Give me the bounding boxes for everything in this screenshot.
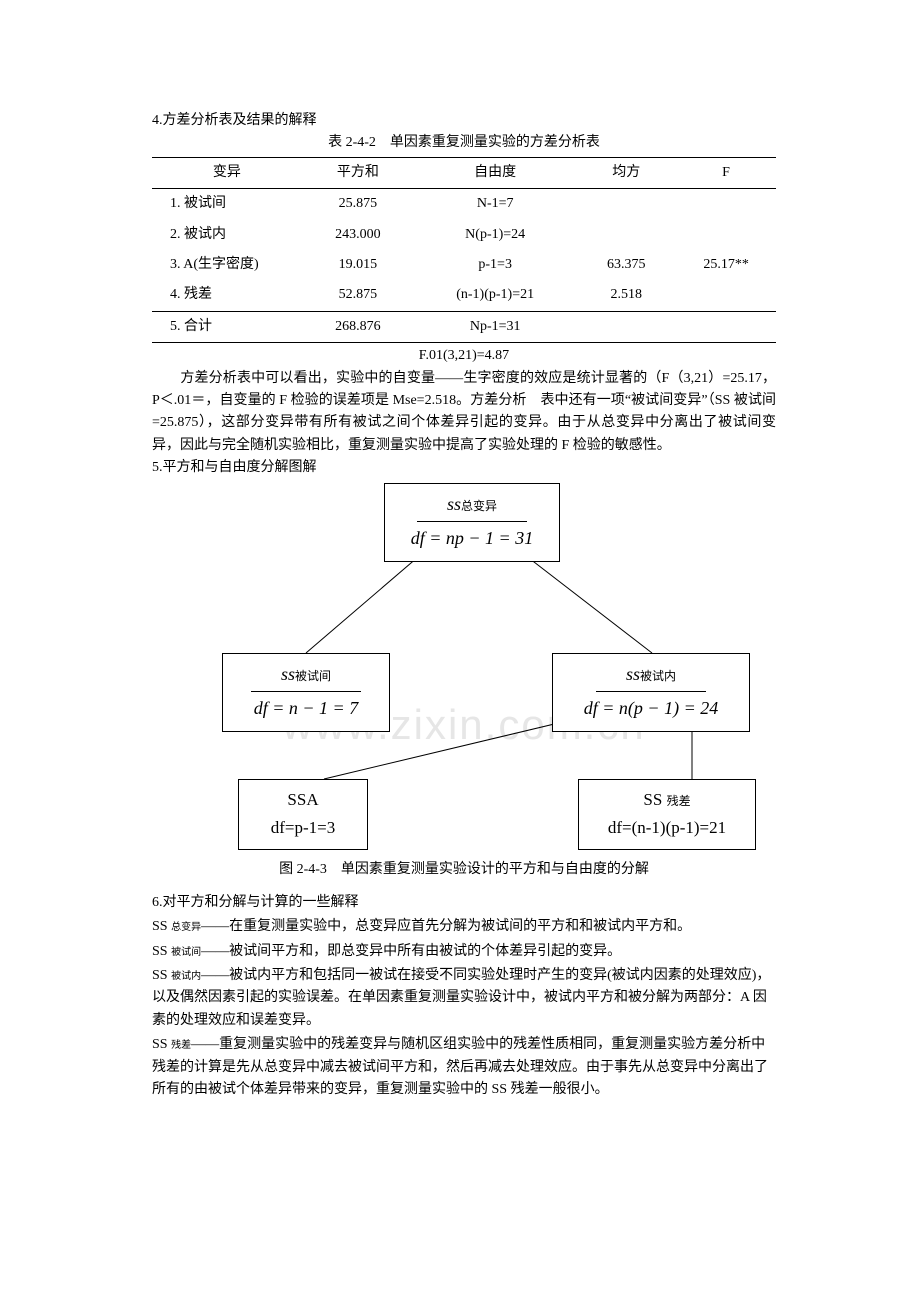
- table-cell: 3. A(生字密度): [152, 250, 302, 280]
- table-cell: [676, 220, 776, 250]
- node-between-subjects: ss被试间 df = n − 1 = 7: [222, 653, 390, 732]
- table-row: 3. A(生字密度)19.015p-1=363.37525.17**: [152, 250, 776, 280]
- analysis-paragraph: 方差分析表中可以看出，实验中的自变量——生字密度的效应是统计显著的（F（3,21…: [152, 368, 776, 458]
- node-within-subjects: ss被试内 df = n(p − 1) = 24: [552, 653, 750, 732]
- table-cell: [576, 220, 676, 250]
- table-cell: 1. 被试间: [152, 189, 302, 220]
- table-cell: N-1=7: [414, 189, 576, 220]
- table-cell: 63.375: [576, 250, 676, 280]
- col-header: 变异: [152, 157, 302, 188]
- table-row: 5. 合计268.876Np-1=31: [152, 311, 776, 342]
- table-cell: p-1=3: [414, 250, 576, 280]
- table-cell: 19.015: [302, 250, 414, 280]
- col-header: 平方和: [302, 157, 414, 188]
- node-residual: SS 残差 df=(n-1)(p-1)=21: [578, 779, 756, 849]
- table-row: 4. 残差52.875(n-1)(p-1)=212.518: [152, 280, 776, 311]
- definition-item: SS 残差——重复测量实验中的残差变异与随机区组实验中的残差性质相同，重复测量实…: [152, 1034, 776, 1101]
- table-cell: (n-1)(p-1)=21: [414, 280, 576, 311]
- table-cell: 52.875: [302, 280, 414, 311]
- table-cell: [676, 280, 776, 311]
- table-cell: 25.17**: [676, 250, 776, 280]
- node-ssa: SSA df=p-1=3: [238, 779, 368, 849]
- table-cell: [676, 311, 776, 342]
- table-row: 2. 被试内243.000N(p-1)=24: [152, 220, 776, 250]
- definition-item: SS 总变异——在重复测量实验中，总变异应首先分解为被试间的平方和和被试内平方和…: [152, 916, 776, 938]
- section-6-title: 6.对平方和分解与计算的一些解释: [152, 892, 776, 914]
- table-cell: 268.876: [302, 311, 414, 342]
- table-cell: N(p-1)=24: [414, 220, 576, 250]
- f-critical-value: F.01(3,21)=4.87: [152, 345, 776, 367]
- table-cell: 5. 合计: [152, 311, 302, 342]
- table-cell: 4. 残差: [152, 280, 302, 311]
- table-cell: Np-1=31: [414, 311, 576, 342]
- anova-table: 变异 平方和 自由度 均方 F 1. 被试间25.875N-1=72. 被试内2…: [152, 157, 776, 343]
- section-5-title: 5.平方和与自由度分解图解: [152, 457, 776, 479]
- col-header: F: [676, 157, 776, 188]
- table-cell: 25.875: [302, 189, 414, 220]
- table-cell: 2. 被试内: [152, 220, 302, 250]
- table-cell: [576, 189, 676, 220]
- document-page: 4.方差分析表及结果的解释 表 2-4-2 单因素重复测量实验的方差分析表 变异…: [0, 0, 920, 1302]
- table-cell: 243.000: [302, 220, 414, 250]
- figure-caption: 图 2-4-3 单因素重复测量实验设计的平方和与自由度的分解: [152, 859, 776, 881]
- definition-item: SS 被试内——被试内平方和包括同一被试在接受不同实验处理时产生的变异(被试内因…: [152, 965, 776, 1032]
- col-header: 自由度: [414, 157, 576, 188]
- table-header-row: 变异 平方和 自由度 均方 F: [152, 157, 776, 188]
- section-4-title: 4.方差分析表及结果的解释: [152, 110, 776, 132]
- table-row: 1. 被试间25.875N-1=7: [152, 189, 776, 220]
- col-header: 均方: [576, 157, 676, 188]
- table-cell: [576, 311, 676, 342]
- table-cell: 2.518: [576, 280, 676, 311]
- node-total-variation: ss总变异 df = np − 1 = 31: [384, 483, 560, 562]
- definitions-block: 6.对平方和分解与计算的一些解释 SS 总变异——在重复测量实验中，总变异应首先…: [152, 892, 776, 1102]
- definition-item: SS 被试间——被试间平方和，即总变异中所有由被试的个体差异引起的变异。: [152, 941, 776, 963]
- table-cell: [676, 189, 776, 220]
- anova-table-title: 表 2-4-2 单因素重复测量实验的方差分析表: [152, 132, 776, 154]
- decomposition-diagram: www.zixin.com.cn ss总变异 df = np − 1 = 31 …: [152, 483, 776, 853]
